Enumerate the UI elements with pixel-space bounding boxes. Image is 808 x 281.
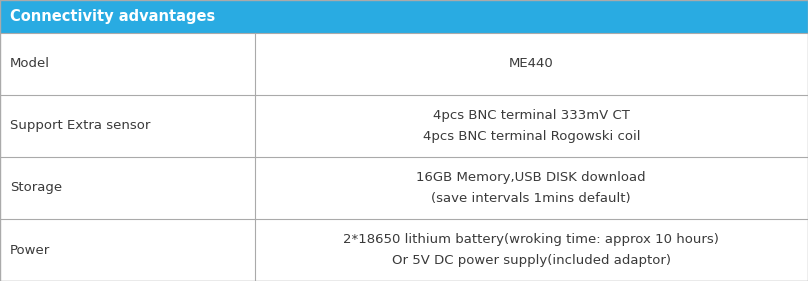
Text: 16GB Memory,USB DISK download
(save intervals 1mins default): 16GB Memory,USB DISK download (save inte… (416, 171, 646, 205)
Text: Storage: Storage (10, 182, 62, 194)
Text: Support Extra sensor: Support Extra sensor (10, 119, 150, 133)
Bar (0, 0, 808, 33)
Text: Model: Model (10, 58, 50, 71)
Text: 2*18650 lithium battery(wroking time: approx 10 hours)
Or 5V DC power supply(inc: 2*18650 lithium battery(wroking time: ap… (343, 233, 719, 267)
Text: 4pcs BNC terminal 333mV CT
4pcs BNC terminal Rogowski coil: 4pcs BNC terminal 333mV CT 4pcs BNC term… (423, 109, 640, 143)
Text: Power: Power (10, 244, 50, 257)
Text: ME440: ME440 (509, 58, 553, 71)
Text: Connectivity advantages: Connectivity advantages (10, 9, 215, 24)
